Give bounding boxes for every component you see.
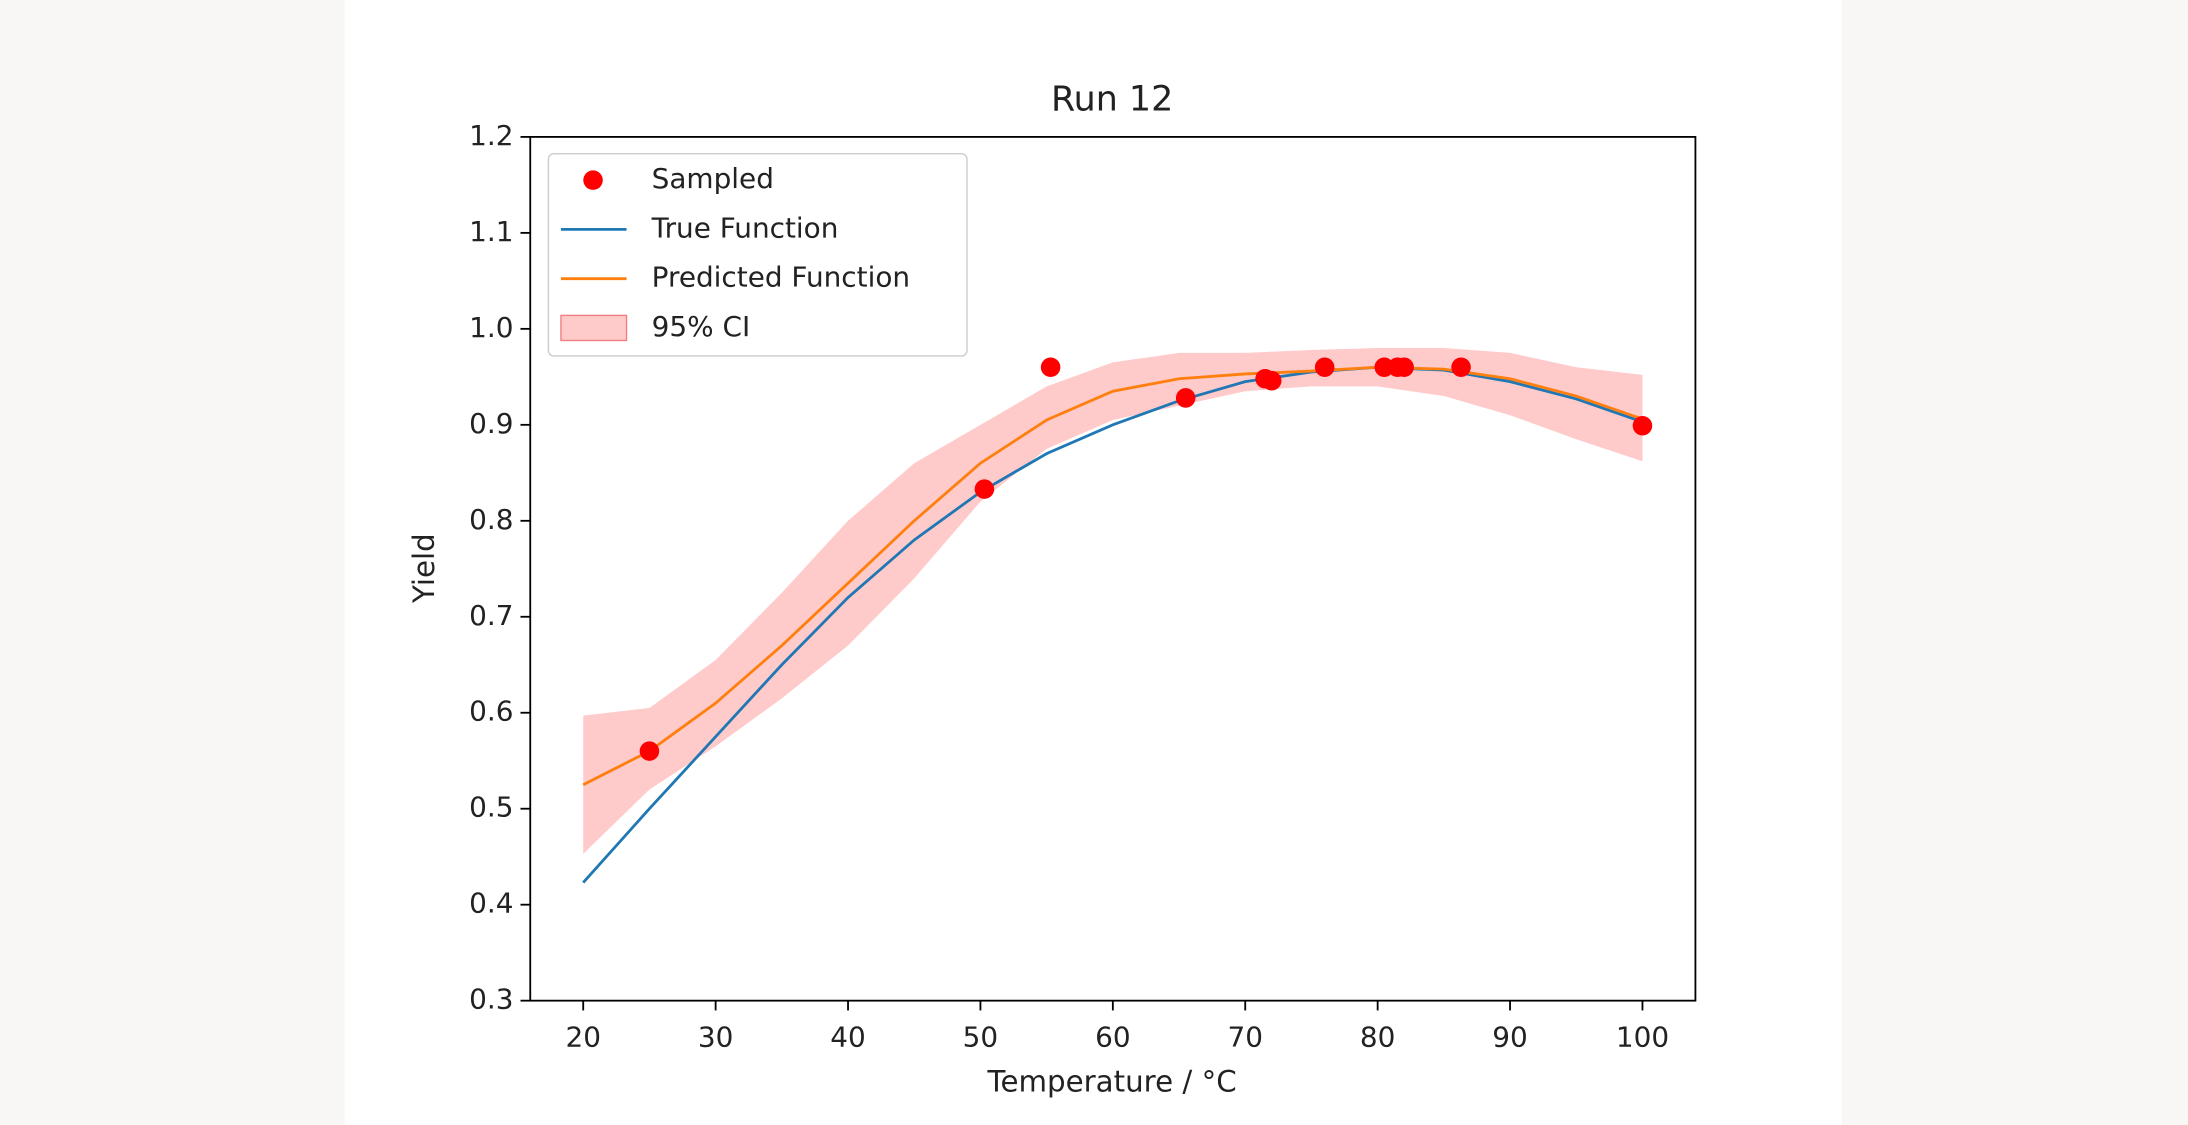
legend-box [547, 152, 968, 357]
y-tick-label: 0.9 [469, 407, 513, 440]
y-tick-label: 0.6 [469, 695, 513, 728]
y-axis-label: Yield [407, 533, 441, 604]
x-tick-label: 90 [1492, 1020, 1528, 1053]
x-tick-label: 30 [698, 1020, 734, 1053]
x-axis-label: Temperature / °C [987, 1064, 1237, 1098]
y-tick-label: 0.5 [469, 791, 513, 824]
scatter-point [1314, 357, 1335, 378]
legend-label: Predicted Function [652, 261, 910, 294]
scatter-point [974, 479, 995, 499]
x-tick-label: 70 [1227, 1020, 1263, 1053]
legend-marker [583, 170, 603, 190]
scatter-point [1175, 388, 1196, 408]
scatter-point [1632, 416, 1653, 436]
x-tick-label: 50 [963, 1020, 999, 1053]
legend-label: Sampled [652, 162, 774, 195]
y-tick-label: 1.0 [469, 311, 513, 344]
y-tick-label: 0.4 [469, 887, 513, 920]
x-tick-label: 100 [1616, 1020, 1669, 1053]
y-tick-label: 1.2 [469, 119, 513, 152]
confidence-band [583, 348, 1643, 854]
legend-label: 95% CI [652, 310, 751, 343]
x-tick-label: 60 [1095, 1020, 1131, 1053]
legend-label: True Function [651, 211, 839, 244]
y-tick-label: 1.1 [469, 215, 513, 248]
y-tick-label: 0.3 [469, 983, 513, 1016]
legend-swatch [560, 314, 628, 342]
chart-title: Run 12 [1051, 80, 1173, 120]
scatter-point [639, 741, 660, 761]
scatter-point [1040, 357, 1061, 378]
scatter-point [1261, 370, 1282, 391]
y-tick-label: 0.7 [469, 599, 513, 632]
x-tick-label: 40 [830, 1020, 866, 1053]
x-tick-label: 20 [565, 1020, 601, 1053]
scatter-point [1451, 357, 1471, 378]
y-tick-label: 0.8 [469, 503, 513, 536]
x-tick-label: 80 [1360, 1020, 1396, 1053]
scatter-point [1394, 357, 1414, 378]
